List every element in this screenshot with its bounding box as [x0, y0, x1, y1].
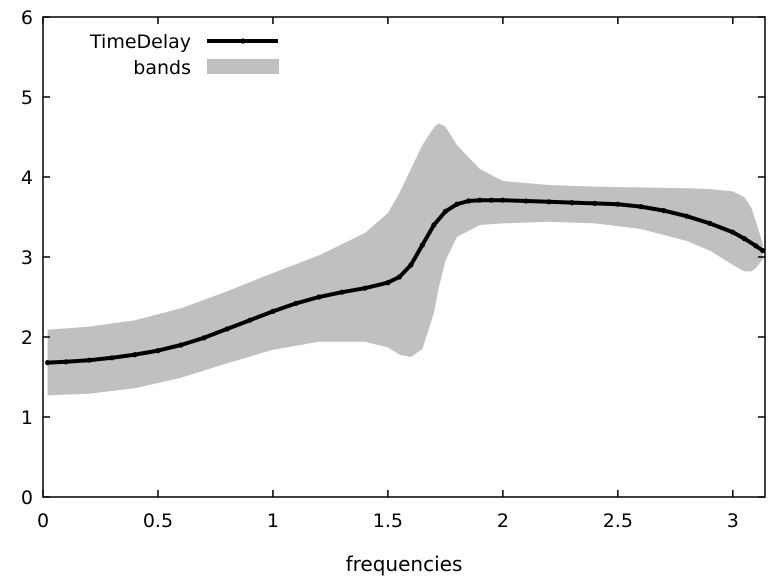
y-tick-label: 6 [21, 7, 33, 29]
timedelay-point [293, 300, 299, 306]
y-tick-label: 2 [21, 327, 33, 349]
timedelay-point [408, 262, 414, 268]
timedelay-point [155, 348, 161, 354]
timedelay-point [546, 199, 552, 205]
timedelay-point [44, 360, 51, 366]
y-tick-label: 5 [21, 87, 33, 109]
x-axis-title: frequencies [346, 552, 463, 576]
band-layer [47, 123, 763, 396]
timedelay-point [638, 204, 644, 210]
timedelay-point [109, 355, 115, 361]
y-tick-label: 4 [21, 167, 33, 189]
timedelay-point [477, 197, 483, 203]
timedelay-point [63, 359, 69, 365]
timedelay-point [431, 222, 437, 228]
timedelay-point [385, 280, 391, 286]
legend-point-timedelay [240, 38, 246, 44]
timedelay-point [178, 342, 184, 348]
x-tick-label: 0.5 [143, 510, 173, 532]
x-tick-label: 1 [267, 510, 279, 532]
bands-area [47, 123, 763, 396]
timedelay-point [454, 201, 460, 207]
y-tick-label: 1 [21, 407, 33, 429]
timedelay-point [442, 208, 448, 214]
label-layer: 0 0.5 1 1.5 2 2.5 3 0 1 2 3 4 5 6 [21, 7, 739, 532]
legend-label-timedelay: TimeDelay [89, 31, 191, 53]
timedelay-point [707, 220, 713, 226]
x-tick-label: 0 [37, 510, 49, 532]
timedelay-point [730, 229, 736, 235]
x-tick-label: 1.5 [373, 510, 403, 532]
x-tick-label: 3 [727, 510, 739, 532]
timedelay-point [760, 248, 766, 254]
timedelay-point [500, 197, 506, 203]
timedelay-point [615, 201, 621, 207]
timedelay-point [316, 294, 322, 300]
timedelay-point [86, 357, 92, 363]
timedelay-point [569, 200, 575, 206]
timedelay-point [396, 274, 403, 280]
timedelay-point [488, 197, 494, 203]
timedelay-point [661, 208, 667, 214]
legend-swatch-bands [207, 59, 279, 74]
legend: TimeDelay bands [89, 31, 279, 79]
timedelay-point [224, 326, 230, 332]
timedelay-point [753, 243, 759, 249]
line-layer [44, 197, 766, 366]
tick-layer [42, 16, 765, 498]
timedelay-point [419, 242, 425, 248]
timedelay-point [201, 335, 207, 341]
timedelay-point [523, 198, 529, 204]
legend-label-bands: bands [133, 57, 191, 79]
timedelay-point [247, 317, 253, 323]
timedelay-point [592, 200, 598, 206]
timedelay-point [362, 285, 368, 291]
timedelay-point [270, 308, 276, 314]
y-tick-label: 3 [21, 247, 33, 269]
timedelay-point [741, 236, 747, 242]
x-tick-label: 2.5 [603, 510, 633, 532]
timedelay-point [132, 352, 138, 358]
y-tick-label: 0 [21, 487, 33, 509]
timedelay-point [465, 198, 471, 204]
timedelay-point [339, 289, 345, 295]
x-tick-label: 2 [497, 510, 509, 532]
timedelay-point [684, 213, 690, 219]
